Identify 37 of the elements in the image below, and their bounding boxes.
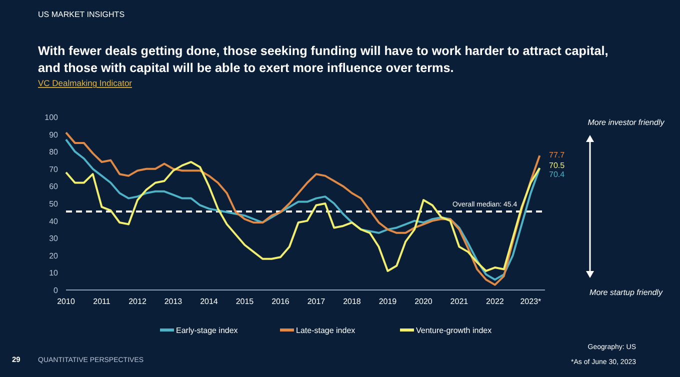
x-tick-label: 2022 (486, 297, 504, 306)
text: 70.4 (549, 170, 566, 180)
x-tick-label: 2010 (57, 297, 76, 306)
y-tick-label: 80 (49, 148, 59, 157)
x-tick-label: 2017 (307, 297, 326, 306)
legend-label: Late-stage index (296, 326, 356, 335)
chart-subtitle: VC Dealmaking Indicator (38, 78, 132, 88)
chart-title: With fewer deals getting done, those seeking funding will have to work harder to attract capital, and those with capital will be able to exert more influence over terms. (38, 44, 608, 75)
y-tick-label: 40 (49, 216, 59, 226)
text: 77.7 (549, 150, 566, 160)
y-tick-label: 50 (49, 200, 59, 208)
y-tick-label: 0 (54, 286, 59, 295)
y-tick-label: 100 (44, 113, 59, 122)
y-tick-label: 30 (49, 234, 59, 244)
x-tick-label: 2014 (200, 297, 218, 306)
line-series (65, 160, 541, 272)
text: More investor friendly (588, 118, 666, 127)
x-tick-label: 2019 (378, 297, 398, 306)
text: US MARKET INSIGHTS (38, 10, 125, 19)
text: 70.5 (549, 161, 566, 170)
legend-label: Venture-growth index (416, 326, 492, 335)
x-tick-label: 2011 (93, 297, 111, 306)
x-tick-label: 2018 (343, 297, 362, 306)
x-tick-label: 2021 (450, 297, 469, 306)
x-tick-label: 2016 (272, 297, 290, 306)
x-tick-label: 2013 (164, 297, 183, 306)
y-tick-label: 10 (49, 268, 59, 278)
x-tick-label: 2023* (520, 297, 542, 306)
legend-label: Early-stage index (176, 326, 238, 335)
x-tick-label: 2015 (236, 297, 254, 306)
text: More startup friendly (590, 288, 664, 297)
x-tick-label: 2020 (414, 297, 433, 306)
y-tick-label: 20 (49, 251, 59, 260)
x-tick-label: 2012 (128, 297, 147, 306)
y-tick-label: 90 (49, 130, 59, 140)
y-tick-label: 70 (49, 164, 59, 174)
y-tick-label: 60 (49, 182, 59, 192)
